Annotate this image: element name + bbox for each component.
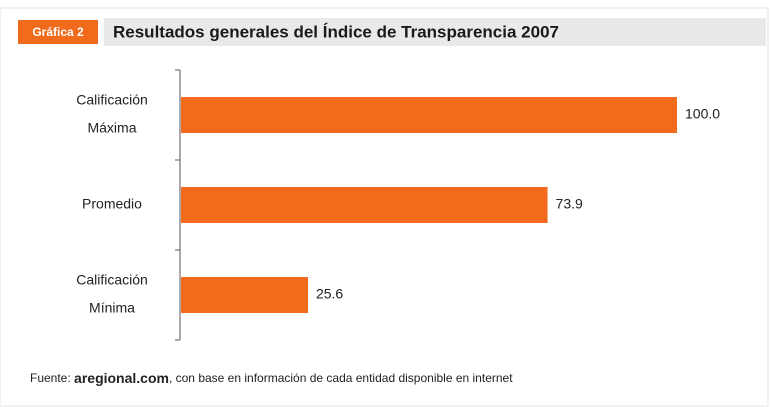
source-label: Fuente: <box>30 371 71 385</box>
source: Fuente: aregional.com, con base en infor… <box>30 370 513 386</box>
source-text: , con base en información de cada entida… <box>169 371 513 385</box>
frame <box>0 7 769 407</box>
badge: Gráfica 2 <box>32 25 84 39</box>
category-label: Promedio <box>82 196 142 212</box>
category-label: Mínima <box>89 300 135 316</box>
value-label: 100.0 <box>685 106 720 122</box>
bar <box>181 97 677 133</box>
category-label: Máxima <box>87 120 136 136</box>
chart-title: Resultados generales del Índice de Trans… <box>113 22 559 41</box>
value-label: 25.6 <box>316 286 343 302</box>
header-bar <box>104 18 766 46</box>
value-label: 73.9 <box>556 196 583 212</box>
category-label: Calificación <box>76 272 148 288</box>
badge-box <box>18 20 98 44</box>
bar <box>181 277 308 313</box>
category-label: Calificación <box>76 92 148 108</box>
source-brand: aregional.com <box>74 370 169 386</box>
bar <box>181 187 548 223</box>
